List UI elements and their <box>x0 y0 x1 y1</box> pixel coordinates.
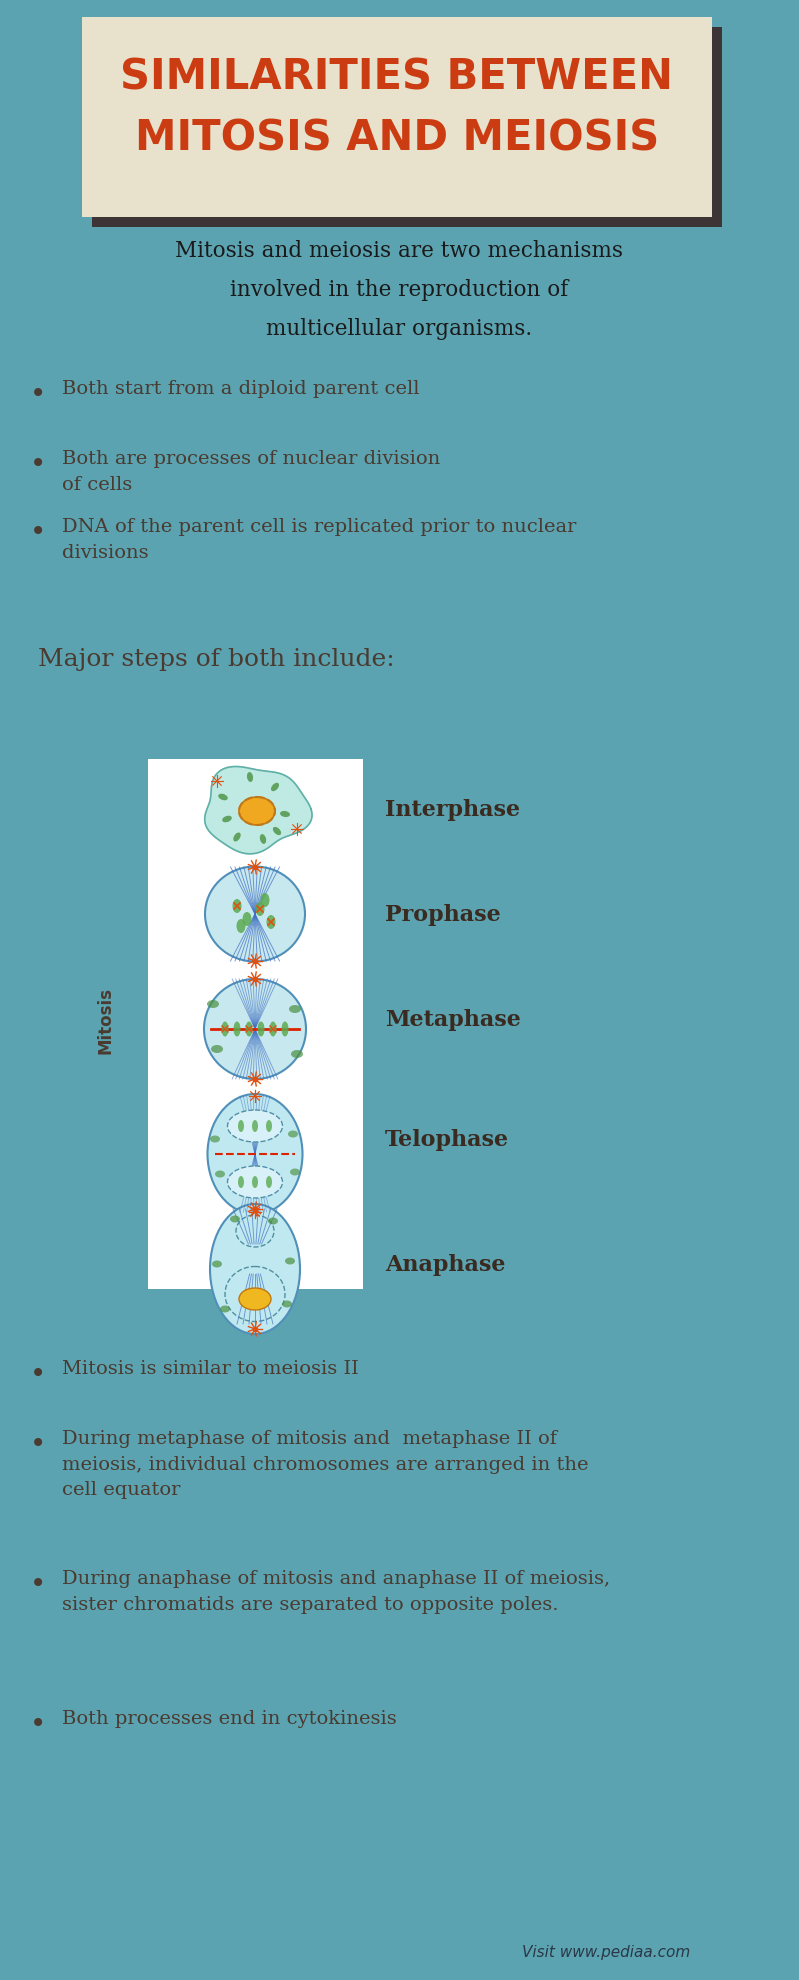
Text: Both processes end in cytokinesis: Both processes end in cytokinesis <box>62 1709 397 1727</box>
Ellipse shape <box>233 899 241 913</box>
Ellipse shape <box>282 1301 292 1309</box>
Text: Mitosis: Mitosis <box>96 986 114 1053</box>
Ellipse shape <box>285 1257 295 1265</box>
Ellipse shape <box>221 1022 229 1038</box>
Text: Prophase: Prophase <box>385 903 501 925</box>
Ellipse shape <box>233 834 240 841</box>
Ellipse shape <box>256 903 264 917</box>
Ellipse shape <box>210 1204 300 1335</box>
Text: During anaphase of mitosis and anaphase II of meiosis,
sister chromatids are sep: During anaphase of mitosis and anaphase … <box>62 1570 610 1614</box>
Ellipse shape <box>218 794 228 800</box>
Text: •: • <box>30 1570 46 1598</box>
Text: DNA of the parent cell is replicated prior to nuclear
divisions: DNA of the parent cell is replicated pri… <box>62 517 576 562</box>
Ellipse shape <box>220 1307 230 1313</box>
Text: •: • <box>30 449 46 477</box>
Ellipse shape <box>269 1022 276 1038</box>
Text: •: • <box>30 380 46 408</box>
FancyBboxPatch shape <box>148 760 363 1289</box>
Ellipse shape <box>243 913 252 927</box>
Text: SIMILARITIES BETWEEN
MITOSIS AND MEIOSIS: SIMILARITIES BETWEEN MITOSIS AND MEIOSIS <box>121 57 674 158</box>
Text: Major steps of both include:: Major steps of both include: <box>38 647 395 671</box>
Ellipse shape <box>207 1000 219 1008</box>
Ellipse shape <box>268 1218 278 1226</box>
Text: Visit www.pediaa.com: Visit www.pediaa.com <box>522 1944 690 1958</box>
Text: •: • <box>30 1360 46 1388</box>
Ellipse shape <box>245 1022 252 1038</box>
Ellipse shape <box>260 893 269 907</box>
Text: Metaphase: Metaphase <box>385 1008 521 1030</box>
Text: Both are processes of nuclear division
of cells: Both are processes of nuclear division o… <box>62 449 440 493</box>
Text: During metaphase of mitosis and  metaphase II of
meiosis, individual chromosomes: During metaphase of mitosis and metaphas… <box>62 1430 589 1499</box>
Ellipse shape <box>233 1022 240 1038</box>
Ellipse shape <box>280 812 290 818</box>
Text: Both start from a diploid parent cell: Both start from a diploid parent cell <box>62 380 419 398</box>
FancyBboxPatch shape <box>92 28 722 228</box>
Ellipse shape <box>215 1170 225 1178</box>
Text: •: • <box>30 1709 46 1736</box>
Text: Telophase: Telophase <box>385 1129 509 1150</box>
Ellipse shape <box>273 828 281 836</box>
Ellipse shape <box>222 816 232 824</box>
Text: •: • <box>30 517 46 546</box>
Ellipse shape <box>247 772 253 782</box>
FancyBboxPatch shape <box>82 18 712 218</box>
Ellipse shape <box>228 1166 283 1198</box>
Ellipse shape <box>228 1111 283 1142</box>
Ellipse shape <box>266 1121 272 1133</box>
Ellipse shape <box>281 1022 288 1038</box>
Text: Interphase: Interphase <box>385 798 520 820</box>
Ellipse shape <box>208 1095 303 1214</box>
Ellipse shape <box>212 1261 222 1267</box>
Ellipse shape <box>257 1022 264 1038</box>
Ellipse shape <box>252 1121 258 1133</box>
Text: Mitosis and meiosis are two mechanisms
involved in the reproduction of
multicell: Mitosis and meiosis are two mechanisms i… <box>175 240 623 341</box>
Ellipse shape <box>239 798 275 826</box>
Polygon shape <box>205 766 312 855</box>
Ellipse shape <box>260 836 266 843</box>
Ellipse shape <box>204 980 306 1079</box>
Ellipse shape <box>271 784 279 792</box>
Ellipse shape <box>290 1168 300 1176</box>
Text: Anaphase: Anaphase <box>385 1253 506 1275</box>
Ellipse shape <box>266 1176 272 1188</box>
Ellipse shape <box>239 1289 271 1311</box>
Ellipse shape <box>288 1131 298 1138</box>
Ellipse shape <box>238 1176 244 1188</box>
Ellipse shape <box>230 1216 240 1224</box>
Ellipse shape <box>267 915 276 929</box>
Ellipse shape <box>237 919 245 933</box>
Ellipse shape <box>252 1176 258 1188</box>
Ellipse shape <box>238 1121 244 1133</box>
Ellipse shape <box>211 1045 223 1053</box>
Ellipse shape <box>289 1006 301 1014</box>
Text: Mitosis is similar to meiosis II: Mitosis is similar to meiosis II <box>62 1360 359 1378</box>
Ellipse shape <box>210 1137 220 1142</box>
Text: •: • <box>30 1430 46 1457</box>
Ellipse shape <box>205 867 305 962</box>
Ellipse shape <box>291 1051 303 1059</box>
